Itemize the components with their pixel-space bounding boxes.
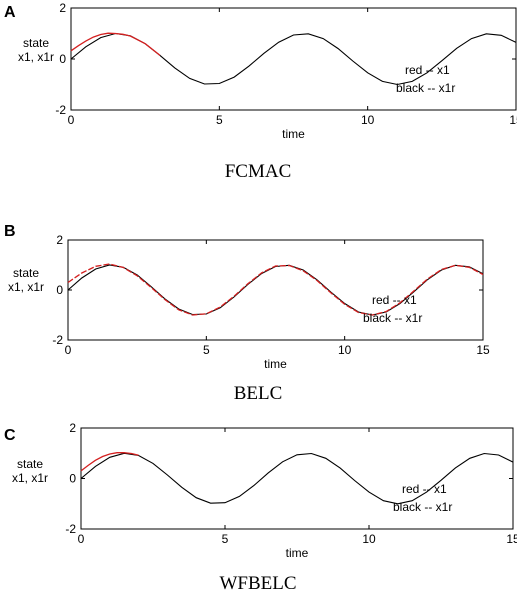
- panel-caption: WFBELC: [219, 573, 296, 594]
- panel-label: A: [4, 4, 16, 21]
- legend-entry: black -- x1r: [393, 500, 452, 514]
- y-tick-label: 2: [59, 1, 66, 15]
- x-axis-title: time: [286, 546, 309, 560]
- y-axis-title-line1: state: [13, 266, 39, 280]
- y-tick-label: -2: [55, 103, 66, 117]
- series-line-x1: [80, 452, 139, 472]
- y-axis-title-line1: state: [17, 457, 43, 471]
- y-tick-label: -2: [52, 333, 63, 347]
- x-tick-label: 10: [362, 532, 376, 546]
- x-tick-label: 10: [338, 343, 352, 357]
- x-tick-label: 5: [203, 343, 210, 357]
- panel-caption: FCMAC: [225, 161, 292, 182]
- legend-entry: red -- x1: [402, 482, 447, 496]
- x-tick-label: 0: [78, 532, 85, 546]
- y-axis-title-line2: x1, x1r: [18, 50, 54, 64]
- x-tick-label: 10: [361, 113, 375, 127]
- series-line-x1r: [67, 264, 484, 316]
- x-tick-label: 0: [68, 113, 75, 127]
- legend-entry: black -- x1r: [396, 81, 455, 95]
- plot-frame: [67, 239, 484, 341]
- series-line-x1: [67, 263, 484, 316]
- series-line-x1: [70, 32, 161, 56]
- panel-label: B: [4, 223, 16, 240]
- panel-caption: BELC: [234, 383, 283, 404]
- x-tick-label: 5: [222, 532, 229, 546]
- y-axis-title-line2: x1, x1r: [12, 471, 48, 485]
- legend-entry: red -- x1: [405, 63, 450, 77]
- y-axis-title-line1: state: [23, 36, 49, 50]
- x-tick-label: 5: [216, 113, 223, 127]
- legend-entry: red -- x1: [372, 293, 417, 307]
- y-tick-label: 2: [69, 421, 76, 435]
- x-tick-label: 0: [65, 343, 72, 357]
- x-tick-label: 15: [509, 113, 517, 127]
- y-tick-label: 0: [69, 472, 76, 486]
- y-tick-label: -2: [65, 522, 76, 536]
- y-tick-label: 0: [59, 52, 66, 66]
- y-tick-label: 0: [56, 283, 63, 297]
- panel-label: C: [4, 427, 16, 444]
- y-axis-title-line2: x1, x1r: [8, 280, 44, 294]
- x-axis-title: time: [264, 357, 287, 371]
- x-axis-title: time: [282, 127, 305, 141]
- x-tick-label: 15: [506, 532, 517, 546]
- legend-entry: black -- x1r: [363, 311, 422, 325]
- series-line-x1r: [80, 452, 514, 505]
- x-tick-label: 15: [476, 343, 490, 357]
- y-tick-label: 2: [56, 233, 63, 247]
